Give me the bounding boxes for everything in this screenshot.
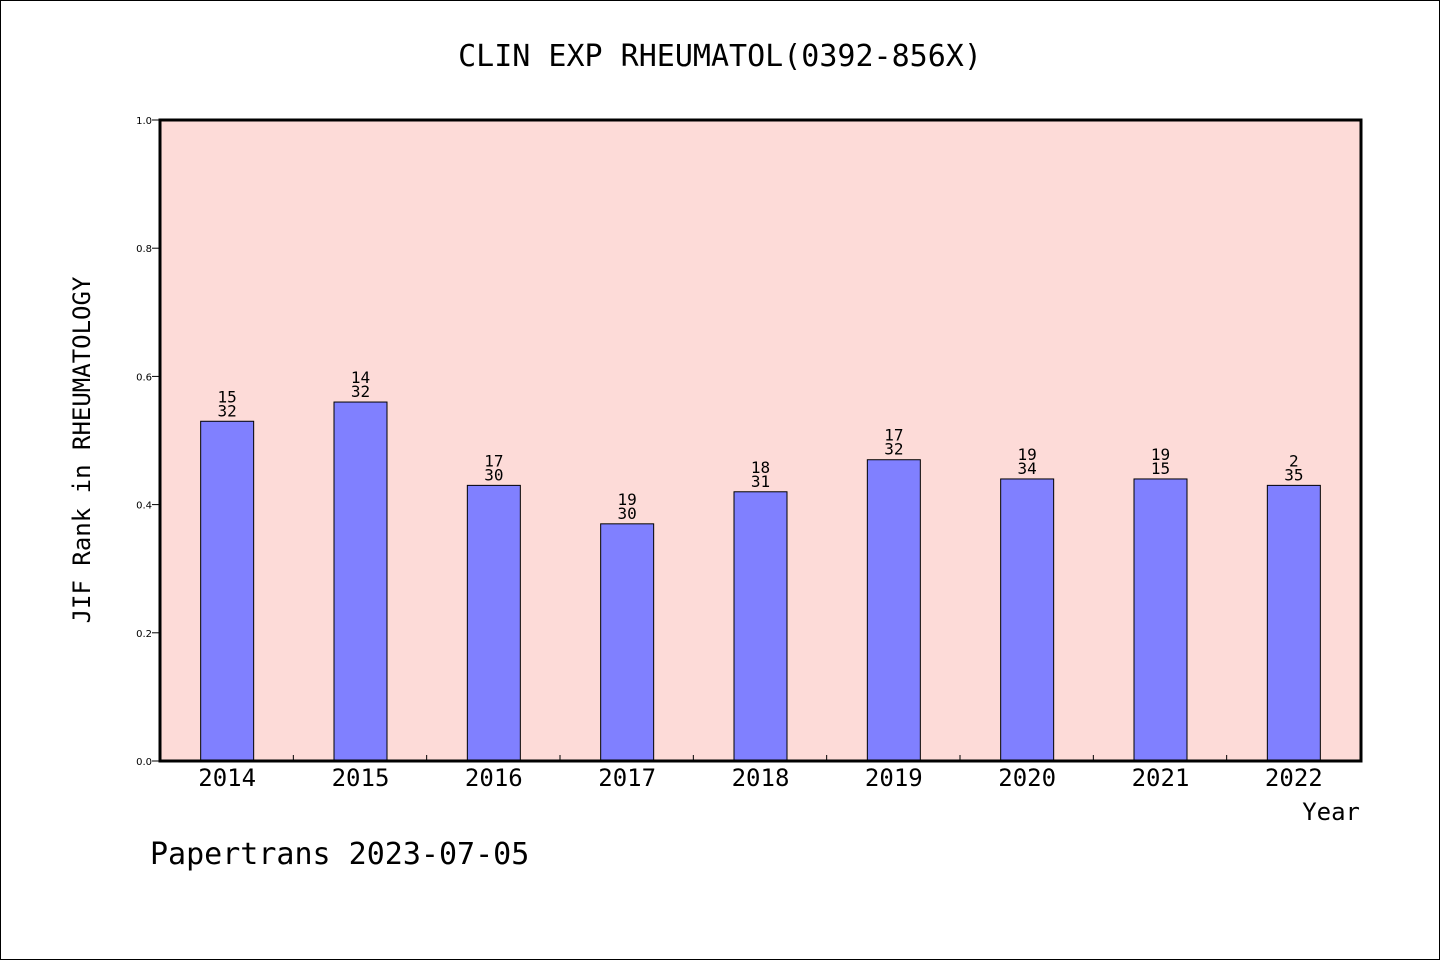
data-label-top: 19 (1018, 445, 1037, 464)
x-tick-label: 2016 (465, 764, 523, 792)
y-axis-label: JIF Rank in RHEUMATOLOGY (68, 276, 96, 623)
y-tick-label: 0.6 (136, 372, 152, 383)
y-tick-label: 0.2 (136, 629, 152, 640)
chart-title: CLIN EXP RHEUMATOL(0392-856X) (458, 39, 982, 74)
bar-2018 (733, 491, 788, 762)
data-label-top: 17 (484, 451, 503, 470)
x-tick-label: 2021 (1132, 764, 1190, 792)
x-tick-label: 2015 (332, 764, 390, 792)
data-label-top: 15 (218, 387, 237, 406)
x-axis-label: Year (1302, 798, 1360, 826)
data-label-bottom: 15 (1151, 459, 1170, 478)
plot-border (158, 118, 1363, 763)
x-tick-label: 2019 (865, 764, 923, 792)
x-tick-label: 2018 (732, 764, 790, 792)
x-tick-label: 2022 (1265, 764, 1323, 792)
data-label-top: 17 (884, 426, 903, 445)
y-tick-label: 0.8 (136, 244, 152, 255)
data-label-bottom: 30 (618, 504, 637, 523)
y-tick-label: 0.0 (136, 757, 152, 768)
data-label-bottom: 31 (751, 472, 770, 491)
x-tick-label: 2017 (598, 764, 656, 792)
data-label-bottom: 34 (1018, 459, 1037, 478)
y-tick-label: 1.0 (136, 116, 152, 127)
x-tick-label: 2014 (198, 764, 256, 792)
y-tick-label: 0.4 (136, 501, 152, 512)
bar-2017 (600, 523, 655, 762)
data-label-bottom: 32 (884, 440, 903, 459)
data-label-bottom: 32 (218, 401, 237, 420)
bar-2020 (1000, 478, 1055, 762)
data-label-top: 14 (351, 368, 370, 387)
data-label-top: 2 (1289, 451, 1299, 470)
bar-2019 (866, 459, 921, 762)
bar-2022 (1266, 484, 1321, 762)
data-label-top: 19 (1151, 445, 1170, 464)
bar-2021 (1133, 478, 1188, 762)
x-tick-label: 2020 (998, 764, 1056, 792)
bar-2015 (333, 401, 388, 762)
footer-text: Papertrans 2023-07-05 (150, 837, 529, 872)
bar-2016 (466, 484, 521, 762)
data-label-bottom: 30 (484, 465, 503, 484)
data-label-bottom: 35 (1284, 465, 1303, 484)
data-label-top: 19 (618, 490, 637, 509)
bar-2014 (200, 420, 255, 762)
data-label-top: 18 (751, 458, 770, 477)
data-label-bottom: 32 (351, 382, 370, 401)
